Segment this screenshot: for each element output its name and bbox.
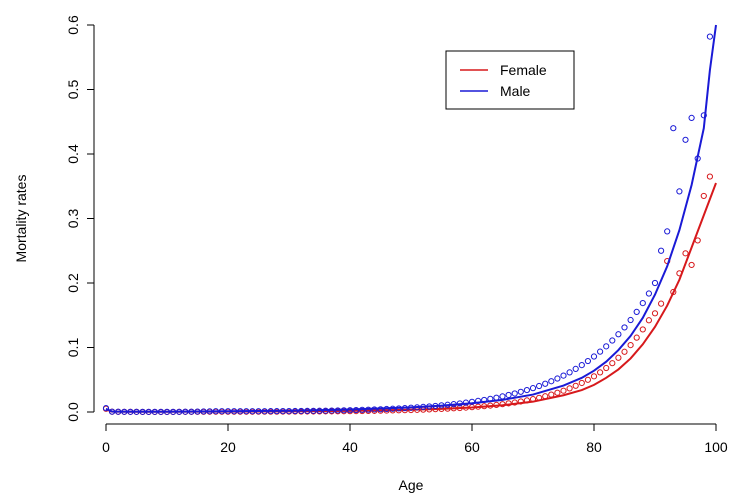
y-tick-label: 0.5 (65, 80, 81, 100)
male-data-point (645, 290, 653, 297)
male-data-point (572, 365, 579, 373)
female-data-point (645, 317, 653, 324)
legend-label-male: Male (500, 83, 531, 99)
male-data-point (529, 385, 537, 392)
male-data-point (468, 398, 476, 405)
y-tick-label: 0.2 (65, 273, 81, 293)
female-series (102, 173, 717, 416)
male-data-point (627, 316, 634, 324)
x-tick-label: 20 (220, 439, 236, 455)
legend-label-female: Female (500, 62, 547, 78)
male-data-point (633, 308, 640, 315)
male-data-point (536, 382, 543, 390)
female-data-point (566, 385, 573, 392)
axes: 0 20 40 60 80 100 0.0 0.1 0.2 0.3 0.4 0.5 0.6 (65, 15, 728, 455)
female-data-point (609, 360, 616, 367)
y-tick-label: 0.1 (65, 338, 81, 358)
male-data-point (615, 331, 622, 338)
male-data-point (560, 372, 567, 379)
female-fitted-line (105, 182, 717, 413)
female-data-point (621, 348, 628, 355)
y-tick-label: 0.6 (65, 15, 81, 35)
male-data-point (664, 228, 671, 235)
x-tick-label: 40 (342, 439, 358, 455)
male-series (102, 24, 717, 415)
female-data-point (682, 250, 689, 257)
y-tick-label: 0.3 (65, 209, 81, 229)
female-data-point (615, 354, 622, 361)
male-data-point (670, 125, 677, 132)
male-data-point (523, 386, 531, 394)
x-tick-label: 0 (102, 439, 110, 455)
female-data-point (590, 373, 598, 380)
x-tick-label: 60 (464, 439, 480, 455)
female-data-point (658, 300, 665, 307)
male-data-point (499, 393, 506, 400)
female-data-point (706, 173, 714, 180)
male-data-point (639, 300, 646, 307)
y-tick-label: 0.0 (65, 402, 81, 422)
male-data-point (682, 136, 689, 143)
legend-box (445, 50, 575, 110)
female-data-point (578, 379, 585, 387)
male-data-point (597, 348, 604, 355)
female-data-point (554, 389, 561, 396)
male-data-point (584, 357, 592, 365)
male-data-point (609, 337, 616, 344)
x-tick-label: 100 (704, 439, 728, 455)
male-data-point (505, 391, 512, 399)
male-data-point (700, 112, 707, 119)
male-data-point (706, 33, 714, 40)
male-data-point (676, 188, 683, 195)
male-data-point (542, 380, 549, 387)
male-data-point (621, 324, 628, 331)
x-tick-label: 80 (586, 439, 602, 455)
female-data-point (700, 192, 707, 200)
male-data-point (688, 114, 695, 121)
male-data-point (566, 369, 573, 376)
male-data-point (578, 362, 585, 369)
female-data-point (688, 261, 695, 269)
female-data-point (560, 387, 567, 394)
series-layer (102, 24, 717, 416)
male-data-point (651, 279, 659, 287)
x-axis-title: Age (399, 477, 424, 493)
female-data-point (639, 326, 646, 333)
male-data-point (554, 375, 561, 382)
male-fitted-line (105, 24, 717, 413)
y-axis-title: Mortality rates (13, 175, 29, 263)
y-tick-label: 0.4 (65, 144, 81, 164)
female-data-point (603, 364, 610, 372)
female-data-point (584, 376, 592, 383)
female-data-point (572, 382, 579, 389)
male-data-point (658, 247, 665, 254)
male-data-point (590, 353, 598, 360)
male-data-point (517, 388, 524, 395)
female-data-point (548, 391, 555, 398)
male-data-point (603, 343, 610, 350)
legend: Female Male (445, 50, 575, 110)
female-data-point (651, 310, 659, 317)
male-data-point (511, 390, 518, 397)
female-data-point (597, 369, 604, 376)
female-data-point (627, 342, 634, 349)
male-data-point (102, 405, 110, 412)
female-data-point (633, 334, 640, 341)
male-data-point (548, 378, 555, 385)
